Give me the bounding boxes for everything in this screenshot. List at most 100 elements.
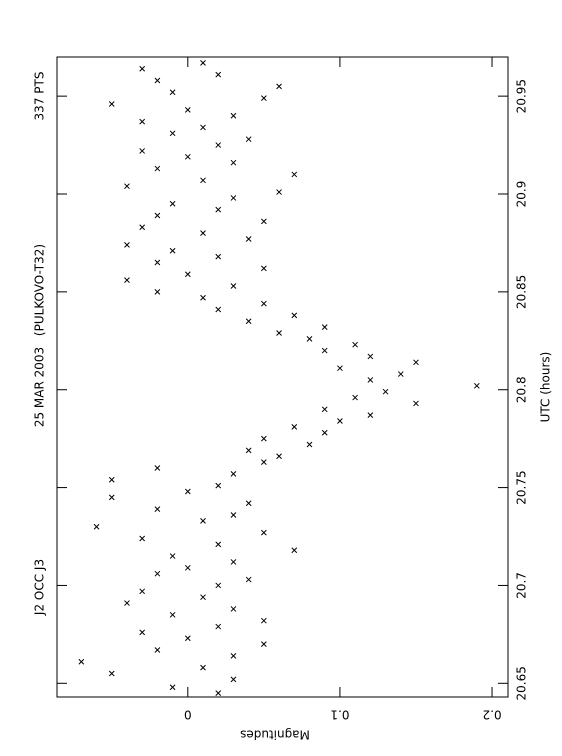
plot-frame xyxy=(56,56,509,698)
x-axis-label: UTC (hours) xyxy=(539,352,553,423)
point xyxy=(276,330,282,336)
point xyxy=(139,118,146,125)
point xyxy=(321,406,328,413)
point xyxy=(230,512,237,518)
point xyxy=(184,488,191,495)
point xyxy=(306,335,313,342)
point xyxy=(367,412,374,419)
point xyxy=(215,206,222,213)
point xyxy=(321,324,328,330)
point xyxy=(291,312,298,319)
point xyxy=(382,388,389,395)
point xyxy=(261,218,267,225)
point xyxy=(230,676,237,683)
point xyxy=(169,684,176,691)
point xyxy=(169,200,176,207)
point xyxy=(184,271,191,278)
point xyxy=(124,242,130,248)
point xyxy=(337,365,343,372)
point xyxy=(245,447,252,454)
point xyxy=(321,347,328,354)
point xyxy=(200,664,206,671)
point xyxy=(230,653,237,659)
point xyxy=(124,277,130,283)
point xyxy=(154,77,161,84)
point xyxy=(108,494,115,501)
point xyxy=(200,60,206,66)
point xyxy=(184,635,191,642)
point xyxy=(124,600,130,606)
point xyxy=(352,341,358,348)
point xyxy=(108,476,115,483)
point xyxy=(108,101,115,107)
x-tick-label: 20.75 xyxy=(515,470,529,504)
x-tick-label: 20.65 xyxy=(515,666,529,700)
point xyxy=(261,459,267,465)
point xyxy=(139,65,146,72)
point xyxy=(291,424,298,430)
point xyxy=(306,441,313,448)
chart-title: J2 OCC J3 xyxy=(33,559,47,616)
point xyxy=(321,429,328,436)
point xyxy=(215,582,222,589)
point xyxy=(291,547,298,554)
point xyxy=(261,300,267,307)
point xyxy=(154,259,161,266)
point xyxy=(78,658,85,665)
point xyxy=(169,130,176,137)
point xyxy=(154,647,161,653)
point xyxy=(215,253,222,260)
point xyxy=(215,306,222,313)
point xyxy=(169,89,176,96)
point xyxy=(184,564,191,571)
point xyxy=(139,629,146,636)
point xyxy=(215,482,222,489)
point xyxy=(108,670,115,677)
point xyxy=(215,71,222,78)
point xyxy=(154,570,161,577)
point xyxy=(397,371,404,377)
point xyxy=(200,517,206,524)
point xyxy=(200,230,206,237)
points-label: 337 PTS xyxy=(33,72,47,121)
point xyxy=(276,453,282,460)
point xyxy=(276,189,282,195)
point xyxy=(169,611,176,618)
x-tick-label: 20.85 xyxy=(515,275,529,309)
x-tick-label: 20.9 xyxy=(515,181,529,208)
point xyxy=(473,382,480,389)
point xyxy=(261,265,267,272)
point xyxy=(139,535,146,542)
point xyxy=(245,318,252,325)
point xyxy=(367,377,374,383)
point xyxy=(245,136,252,143)
point xyxy=(230,195,237,201)
point xyxy=(93,523,100,530)
point xyxy=(261,529,267,536)
point xyxy=(200,594,206,601)
point xyxy=(215,690,222,696)
point xyxy=(154,506,161,512)
point xyxy=(352,394,358,401)
point xyxy=(124,183,130,190)
point xyxy=(261,617,267,624)
point xyxy=(139,148,146,154)
point xyxy=(261,95,267,101)
point xyxy=(291,171,298,178)
y-tick-label: 0.1 xyxy=(330,708,349,722)
point xyxy=(230,606,237,612)
point xyxy=(413,400,419,407)
x-tick-label: 20.95 xyxy=(515,79,529,113)
point xyxy=(230,112,237,119)
point xyxy=(367,353,374,360)
x-tick-label: 20.7 xyxy=(515,572,529,599)
y-axis-label: Magnitudes xyxy=(240,728,310,742)
point xyxy=(200,294,206,301)
point xyxy=(413,359,419,366)
point xyxy=(200,124,206,131)
x-tick-label: 20.8 xyxy=(515,376,529,403)
point xyxy=(169,553,176,559)
point xyxy=(184,106,191,113)
point xyxy=(154,212,161,219)
